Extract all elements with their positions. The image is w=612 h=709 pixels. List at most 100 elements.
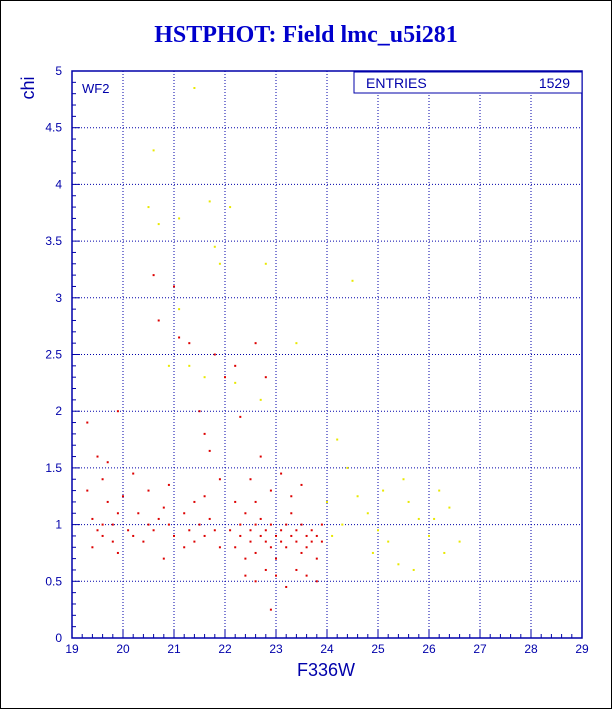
data-point xyxy=(86,421,89,424)
data-point xyxy=(178,308,181,311)
stats-entries-value: 1529 xyxy=(539,75,570,91)
data-point xyxy=(300,523,303,526)
data-point xyxy=(173,534,175,537)
data-point xyxy=(137,512,140,515)
data-point xyxy=(147,523,150,526)
data-point xyxy=(366,512,369,515)
y-tick-label: 0.5 xyxy=(45,574,62,588)
data-point xyxy=(320,523,323,526)
stats-entries-label: ENTRIES xyxy=(366,75,427,91)
data-point xyxy=(157,223,160,226)
data-point xyxy=(315,534,318,537)
data-point xyxy=(152,274,155,277)
data-point xyxy=(346,466,349,469)
data-point xyxy=(351,279,354,282)
data-point xyxy=(239,415,242,418)
data-point xyxy=(275,574,277,577)
x-tick-label: 26 xyxy=(422,642,436,656)
data-point xyxy=(254,551,257,554)
chart-title: HSTPHOT: Field lmc_u5i281 xyxy=(154,22,458,48)
x-tick-label: 24 xyxy=(320,642,334,656)
data-point xyxy=(443,551,446,554)
data-point xyxy=(188,342,191,345)
data-points xyxy=(86,87,461,611)
data-point xyxy=(244,557,247,560)
data-point xyxy=(264,540,267,543)
data-point xyxy=(188,529,191,532)
data-point xyxy=(152,149,155,152)
data-point xyxy=(213,353,216,356)
data-point xyxy=(305,546,308,549)
x-tick-label: 21 xyxy=(167,642,181,656)
data-point xyxy=(152,529,155,532)
data-point xyxy=(264,529,267,532)
data-point xyxy=(356,495,359,498)
data-point xyxy=(295,342,298,345)
data-point xyxy=(305,574,308,577)
data-point xyxy=(285,523,288,526)
data-point xyxy=(111,523,114,526)
data-point xyxy=(132,534,135,537)
data-point xyxy=(96,455,99,458)
data-point xyxy=(264,568,267,571)
x-tick-label: 19 xyxy=(65,642,79,656)
data-point xyxy=(132,472,135,475)
data-point xyxy=(122,495,124,498)
y-tick-label: 3.5 xyxy=(45,234,62,248)
data-point xyxy=(162,506,165,509)
data-point xyxy=(300,551,303,554)
data-point xyxy=(448,506,451,509)
data-point xyxy=(101,478,104,481)
grid-lines xyxy=(71,70,583,639)
data-point xyxy=(244,512,247,515)
data-point xyxy=(285,546,288,549)
data-point xyxy=(91,546,94,549)
data-point xyxy=(198,523,201,526)
data-point xyxy=(208,449,211,452)
data-point xyxy=(224,376,226,379)
data-point xyxy=(178,217,181,220)
y-tick-label: 2 xyxy=(55,404,62,418)
data-point xyxy=(382,489,385,492)
y-tick-label: 0 xyxy=(55,631,62,645)
data-point xyxy=(142,540,145,543)
data-point xyxy=(239,523,242,526)
data-point xyxy=(208,200,211,203)
y-axis-ticks: 0 0.5 1 1.5 2 2.5 3 3.5 4 4.5 5 xyxy=(45,64,80,645)
y-tick-label: 2.5 xyxy=(45,348,62,362)
data-point xyxy=(264,262,267,265)
data-point xyxy=(290,512,293,515)
y-tick-label: 5 xyxy=(55,64,62,78)
data-point xyxy=(275,534,277,537)
data-point xyxy=(234,364,237,367)
data-point xyxy=(167,483,170,486)
data-point xyxy=(157,517,160,520)
data-point xyxy=(183,546,186,549)
data-point xyxy=(96,529,99,532)
data-point xyxy=(280,540,283,543)
data-point xyxy=(91,517,94,520)
data-point xyxy=(433,517,436,520)
x-axis-label: F336W xyxy=(297,660,355,680)
data-point xyxy=(188,364,191,367)
data-point xyxy=(127,529,130,532)
data-point xyxy=(280,472,283,475)
data-point xyxy=(193,540,196,543)
data-point xyxy=(428,534,430,537)
data-point xyxy=(239,534,242,537)
data-point xyxy=(203,376,206,379)
data-point xyxy=(295,540,298,543)
data-point xyxy=(101,534,104,537)
data-point xyxy=(310,540,313,543)
data-point xyxy=(300,483,303,486)
x-tick-label: 25 xyxy=(371,642,385,656)
data-point xyxy=(458,540,461,543)
stats-box-frame xyxy=(353,71,583,94)
data-point xyxy=(269,608,272,611)
y-tick-label: 1.5 xyxy=(45,461,62,475)
data-point xyxy=(203,432,206,435)
data-point xyxy=(341,523,344,526)
data-point xyxy=(178,336,181,339)
data-point xyxy=(167,523,170,526)
data-point xyxy=(269,489,272,492)
